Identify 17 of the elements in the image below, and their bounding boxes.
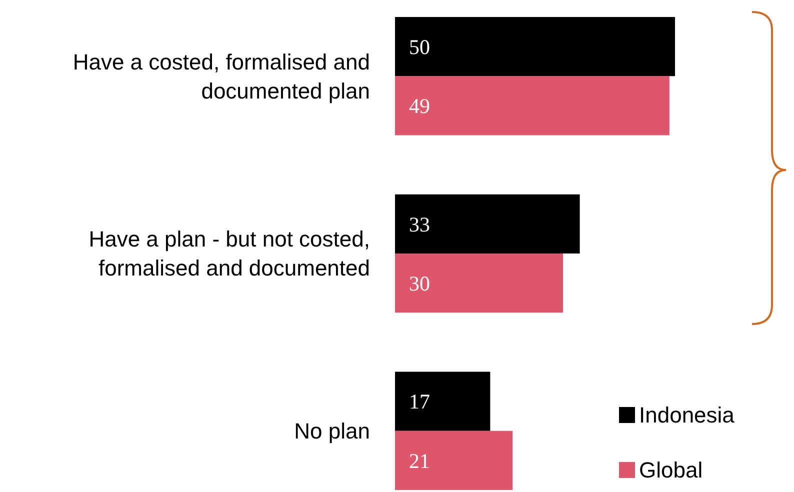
legend-label: Indonesia (639, 402, 736, 428)
data-label: 21 (409, 448, 430, 473)
data-label: 17 (409, 390, 430, 414)
bar (395, 254, 563, 313)
bar (395, 17, 675, 76)
bar (395, 372, 490, 431)
bar (395, 76, 670, 136)
data-label: 50 (409, 34, 430, 59)
data-label: 30 (409, 271, 430, 296)
bar (395, 430, 513, 490)
y-tick-label: Have a costed, formalised and documented plan (72, 49, 370, 104)
y-tick-label: No plan (294, 418, 370, 444)
y-tick-label: Have a plan - but not costed, formalised and documented (88, 226, 370, 281)
bar (395, 194, 580, 254)
data-label: 49 (409, 94, 430, 118)
legend-label: Global (639, 458, 703, 483)
data-label: 33 (409, 212, 430, 236)
